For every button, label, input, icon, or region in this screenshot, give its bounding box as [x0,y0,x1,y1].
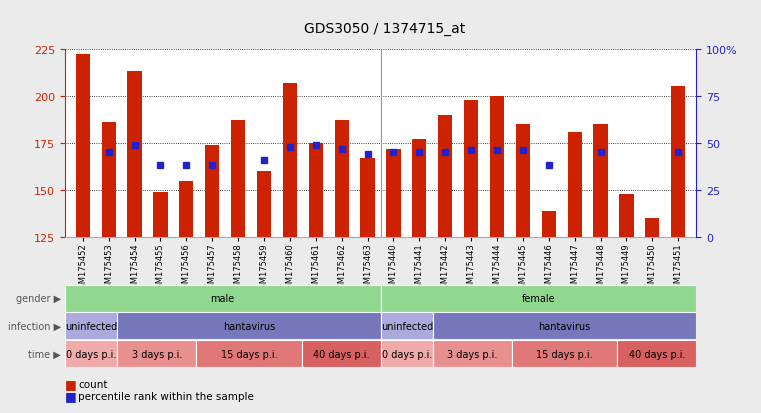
Bar [65,313,117,339]
Bar [380,285,696,312]
Bar [117,313,380,339]
Text: count: count [78,379,108,389]
Text: male: male [211,293,234,304]
Bar [205,145,219,237]
Text: percentile rank within the sample: percentile rank within the sample [78,391,254,401]
Bar [387,149,400,237]
Text: time ▶: time ▶ [28,349,61,359]
Bar [645,219,660,237]
Bar [257,172,271,237]
Text: 40 days p.i.: 40 days p.i. [313,349,369,359]
Text: 15 days p.i.: 15 days p.i. [221,349,277,359]
Bar [464,100,478,237]
Bar [412,140,426,237]
Text: 3 days p.i.: 3 days p.i. [447,349,498,359]
Text: female: female [521,293,556,304]
Text: infection ▶: infection ▶ [8,321,61,331]
Bar [568,132,581,237]
Bar [75,55,90,237]
Bar [617,340,696,367]
Bar [512,340,617,367]
Text: ■: ■ [65,377,76,390]
Bar [671,87,686,237]
Bar [380,340,433,367]
Bar [231,121,245,237]
Text: uninfected: uninfected [380,321,433,331]
Bar [361,159,374,237]
Bar [283,83,297,237]
Bar [438,115,452,237]
Text: gender ▶: gender ▶ [16,293,61,304]
Text: GDS3050 / 1374715_at: GDS3050 / 1374715_at [304,22,466,36]
Text: 40 days p.i.: 40 days p.i. [629,349,685,359]
Text: hantavirus: hantavirus [223,321,275,331]
Bar [65,285,380,312]
Text: uninfected: uninfected [65,321,117,331]
Text: 0 days p.i.: 0 days p.i. [65,349,116,359]
Bar [619,194,634,237]
Bar [490,97,504,237]
Bar [516,125,530,237]
Text: hantavirus: hantavirus [539,321,591,331]
Bar [301,340,380,367]
Bar [309,144,323,237]
Bar [380,313,433,339]
Bar [65,340,117,367]
Bar [101,123,116,237]
Text: 0 days p.i.: 0 days p.i. [381,349,432,359]
Bar [433,313,696,339]
Bar [117,340,196,367]
Bar [154,192,167,237]
Text: ■: ■ [65,389,76,403]
Bar [180,181,193,237]
Bar [594,125,607,237]
Bar [542,211,556,237]
Bar [433,340,512,367]
Bar [127,72,142,237]
Text: 3 days p.i.: 3 days p.i. [132,349,182,359]
Text: 15 days p.i.: 15 days p.i. [537,349,593,359]
Bar [196,340,301,367]
Bar [335,121,349,237]
